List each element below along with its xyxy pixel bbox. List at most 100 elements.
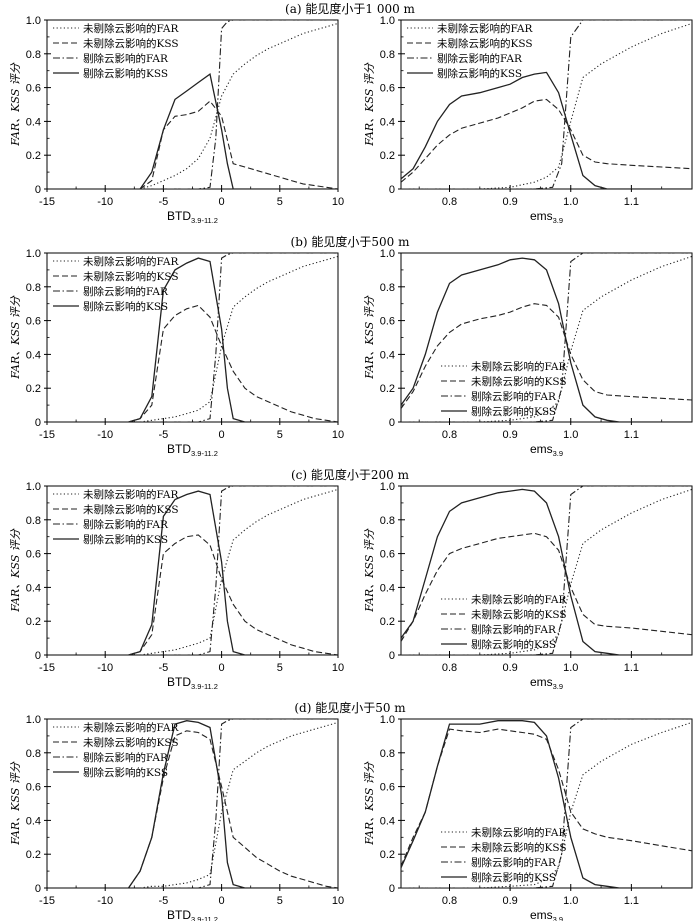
x-tick-label: -10: [97, 895, 113, 907]
x-tick-label: -15: [39, 662, 55, 674]
series-line-dashdot: [401, 486, 692, 655]
y-tick-label: 0.8: [26, 748, 41, 760]
series-line-dotted: [140, 255, 338, 422]
y-tick-label: 0.6: [26, 782, 41, 794]
series-line-solid: [128, 490, 338, 655]
y-tick-label: 0.4: [26, 349, 41, 361]
y-tick-label: 0: [389, 417, 395, 429]
series-line-solid: [127, 720, 338, 888]
legend-entry: 未剔除云影响的KSS: [471, 608, 567, 621]
x-tick-label: 1.0: [563, 662, 578, 674]
x-tick-label: -10: [97, 662, 113, 674]
x-axis-label: BTD3.9-11.2: [167, 442, 218, 458]
legend-entry: 未剔除云影响的KSS: [83, 736, 179, 749]
legend-entry: 未剔除云影响的KSS: [437, 37, 533, 50]
y-axis-label: FAR、KSS 评分: [363, 761, 376, 845]
series-line-dashed: [128, 730, 338, 888]
y-tick-label: 0.4: [380, 349, 395, 361]
legend-entry: 剔除云影响的KSS: [83, 67, 168, 80]
y-tick-label: 0: [389, 883, 395, 895]
y-tick-label: 0.6: [380, 549, 395, 561]
y-tick-label: 0.2: [380, 150, 395, 162]
x-axis-label: BTD3.9-11.2: [167, 675, 218, 691]
x-tick-label: 10: [332, 662, 344, 674]
x-tick-label: 5: [277, 895, 283, 907]
legend-entry: 剔除云影响的FAR: [83, 52, 169, 65]
y-tick-label: 0.8: [380, 515, 395, 527]
legend-entry: 未剔除云影响的KSS: [471, 841, 567, 854]
y-tick-label: 0.2: [26, 616, 41, 628]
x-axis-label: BTD3.9-11.2: [167, 209, 218, 225]
legend-entry: 未剔除云影响的KSS: [83, 503, 179, 516]
legend-entry: 剔除云影响的FAR: [471, 623, 557, 636]
x-tick-label: 0.8: [442, 662, 457, 674]
y-tick-label: 0.4: [26, 116, 41, 128]
chart-panel-b-btd: (b) 能见度小于500 m 0 0.2 0.4 0.6 0.8 1.0 -15 -10 -5 0 5…: [9, 234, 410, 458]
legend-entry: 剔除云影响的FAR: [83, 518, 169, 531]
x-tick-label: 1.1: [624, 196, 639, 208]
x-tick-label: -5: [159, 196, 169, 208]
x-axis-label-sub: 3.9-11.2: [191, 449, 218, 458]
x-axis-label-main: BTD: [167, 442, 191, 456]
x-axis-label-sub: 3.9-11.2: [191, 216, 218, 225]
panel-title: (a) 能见度小于1 000 m: [285, 1, 416, 16]
y-tick-label: 0.6: [26, 549, 41, 561]
x-axis-label: ems3.9: [530, 209, 563, 225]
y-tick-label: 1.0: [26, 248, 41, 260]
x-axis-label-main: BTD: [167, 675, 191, 689]
legend-entry: 剔除云影响的KSS: [471, 405, 556, 418]
x-axis-label-sub: 3.9-11.2: [191, 915, 218, 921]
y-tick-label: 0.2: [26, 849, 41, 861]
y-axis-label: FAR、KSS 评分: [9, 295, 22, 379]
x-tick-label: 0.8: [442, 196, 457, 208]
y-tick-label: 0.6: [380, 83, 395, 95]
legend-entry: 剔除云影响的FAR: [83, 285, 169, 298]
x-tick-label: 1.1: [624, 429, 639, 441]
chart-panel-c-btd: (c) 能见度小于200 m 0 0.2 0.4 0.6 0.8 1.0 -15 -10 -5 0 5…: [9, 467, 410, 691]
chart-panel-c-ems: 0 0.2 0.4 0.6 0.8 1.0 0.8 0.9 1.0 1.1 ems3.9 FAR、KS…: [363, 481, 693, 691]
legend: 未剔除云影响的FAR 未剔除云影响的KSS 剔除云影响的FAR 剔除云影响的KSS: [441, 593, 567, 651]
legend: 未剔除云影响的FAR 未剔除云影响的KSS 剔除云影响的FAR 剔除云影响的KSS: [53, 488, 179, 546]
legend: 未剔除云影响的FAR 未剔除云影响的KSS 剔除云影响的FAR 剔除云影响的KSS: [441, 360, 567, 418]
series-line-dashdot: [401, 20, 692, 189]
y-tick-label: 1.0: [26, 15, 41, 27]
x-tick-label: -15: [39, 196, 55, 208]
legend-entry: 未剔除云影响的FAR: [83, 488, 179, 501]
series-line-dotted: [139, 22, 338, 189]
x-tick-label: 1.0: [563, 429, 578, 441]
x-tick-label: -5: [159, 895, 169, 907]
x-tick-label: 5: [277, 196, 283, 208]
y-axis-label: FAR、KSS 评分: [9, 528, 22, 612]
x-tick-label: -10: [97, 429, 113, 441]
x-tick-label: 0: [219, 895, 225, 907]
legend-entry: 未剔除云影响的FAR: [437, 22, 533, 35]
y-tick-label: 0.8: [26, 282, 41, 294]
series-line-dotted: [140, 488, 338, 655]
y-tick-label: 0.8: [26, 49, 41, 61]
x-tick-label: 0: [219, 662, 225, 674]
chart-panel-b-ems: 0 0.2 0.4 0.6 0.8 1.0 0.8 0.9 1.0 1.1 ems3.9 FAR、KS…: [363, 248, 693, 458]
panel-title: (b) 能见度小于500 m: [291, 234, 411, 249]
y-tick-label: 0: [35, 650, 41, 662]
legend: 未剔除云影响的FAR 未剔除云影响的KSS 剔除云影响的FAR 剔除云影响的KSS: [441, 826, 567, 884]
series-line-solid: [401, 257, 692, 422]
y-tick-label: 0.2: [26, 383, 41, 395]
x-axis-label-main: ems: [530, 675, 553, 689]
x-tick-label: -15: [39, 429, 55, 441]
y-tick-label: 0.6: [380, 316, 395, 328]
chart-panel-a-ems: 0 0.2 0.4 0.6 0.8 1.0 0.8 0.9 1.0 1.1 ems3.9 FAR、KS…: [363, 15, 693, 225]
legend: 未剔除云影响的FAR 未剔除云影响的KSS 剔除云影响的FAR 剔除云影响的KSS: [53, 22, 179, 80]
y-tick-label: 0: [35, 417, 41, 429]
x-tick-label: 0.9: [502, 895, 517, 907]
y-axis-label: FAR、KSS 评分: [9, 62, 22, 146]
y-tick-label: 1.0: [380, 248, 395, 260]
x-axis-label: BTD3.9-11.2: [167, 908, 218, 921]
y-tick-label: 0.6: [26, 316, 41, 328]
legend-entry: 剔除云影响的KSS: [83, 766, 168, 779]
y-tick-label: 0: [35, 883, 41, 895]
x-tick-label: 0: [219, 429, 225, 441]
series-line-dashed: [401, 303, 692, 409]
series-line-dashed: [401, 532, 692, 642]
legend-entry: 未剔除云影响的KSS: [83, 37, 179, 50]
y-tick-label: 1.0: [26, 714, 41, 726]
